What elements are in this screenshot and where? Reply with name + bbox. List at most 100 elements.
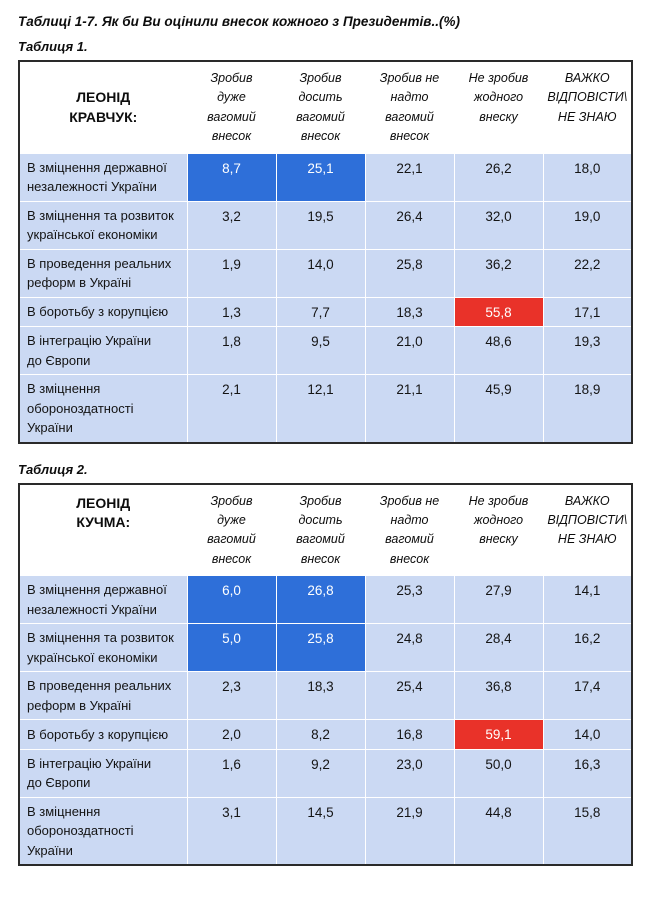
header-row: ЛЕОНІД КУЧМА: Зробив дуже вагомий внесок… [18, 483, 633, 577]
table-row: В інтеграцію України до Європи 1,6 9,2 2… [18, 748, 633, 798]
value-cell: 19,3 [542, 326, 633, 376]
row-label: В зміцнення державної незалежності Украї… [18, 575, 188, 625]
value-cell: 9,5 [275, 326, 366, 376]
row-label: В зміцнення обороноздатності України [18, 374, 188, 444]
table-subject: ЛЕОНІД КРАВЧУК: [18, 60, 188, 154]
value-cell: 18,3 [275, 671, 366, 721]
column-header: Зробив не надто вагомий внесок [364, 483, 455, 577]
value-cell: 25,4 [364, 671, 455, 721]
kuchma-table: ЛЕОНІД КУЧМА: Зробив дуже вагомий внесок… [18, 482, 633, 867]
value-cell-highlight-red: 59,1 [453, 719, 544, 750]
value-cell-highlight-red: 55,8 [453, 296, 544, 328]
column-header: ВАЖКО ВІДПОВІСТИ\ НЕ ЗНАЮ [542, 60, 633, 154]
value-cell-highlight-blue: 25,8 [275, 623, 366, 673]
value-cell: 50,0 [453, 748, 544, 798]
value-cell: 36,2 [453, 248, 544, 298]
value-cell: 17,4 [542, 671, 633, 721]
column-header: Зробив не надто вагомий внесок [364, 60, 455, 154]
value-cell: 18,9 [542, 374, 633, 444]
row-label: В зміцнення обороноздатності України [18, 796, 188, 866]
value-cell: 25,8 [364, 248, 455, 298]
table-row: В інтеграцію України до Європи 1,8 9,5 2… [18, 326, 633, 376]
value-cell: 25,3 [364, 575, 455, 625]
value-cell-highlight-blue: 25,1 [275, 152, 366, 202]
column-header: Зробив досить вагомий внесок [275, 483, 366, 577]
column-header: Зробив досить вагомий внесок [275, 60, 366, 154]
value-cell: 1,9 [186, 248, 277, 298]
column-header: Не зробив жодного внеску [453, 60, 544, 154]
table-row: В зміцнення та розвиток української екон… [18, 623, 633, 673]
value-cell: 19,5 [275, 200, 366, 250]
table2-caption: Таблиця 2. [18, 461, 88, 477]
row-label: В проведення реальних реформ в Україні [18, 248, 188, 298]
value-cell: 1,8 [186, 326, 277, 376]
table-row: В зміцнення державної незалежності Украї… [18, 152, 633, 202]
value-cell: 28,4 [453, 623, 544, 673]
row-label: В інтеграцію України до Європи [18, 326, 188, 376]
value-cell: 1,6 [186, 748, 277, 798]
row-label: В зміцнення та розвиток української екон… [18, 200, 188, 250]
value-cell: 3,1 [186, 796, 277, 866]
row-label: В зміцнення та розвиток української екон… [18, 623, 188, 673]
value-cell: 2,0 [186, 719, 277, 750]
value-cell: 3,2 [186, 200, 277, 250]
value-cell: 36,8 [453, 671, 544, 721]
page-title: Таблиці 1-7. Як би Ви оцінили внесок кож… [18, 14, 460, 29]
table-row: В зміцнення та розвиток української екон… [18, 200, 633, 250]
value-cell: 14,5 [275, 796, 366, 866]
value-cell-highlight-blue: 26,8 [275, 575, 366, 625]
value-cell: 17,1 [542, 296, 633, 328]
column-header: ВАЖКО ВІДПОВІСТИ\ НЕ ЗНАЮ [542, 483, 633, 577]
row-label: В боротьбу з корупцією [18, 719, 188, 750]
kravchuk-table: ЛЕОНІД КРАВЧУК: Зробив дуже вагомий внес… [18, 60, 633, 444]
value-cell: 2,3 [186, 671, 277, 721]
value-cell: 45,9 [453, 374, 544, 444]
row-label: В інтеграцію України до Європи [18, 748, 188, 798]
row-label: В боротьбу з корупцією [18, 296, 188, 328]
value-cell: 32,0 [453, 200, 544, 250]
value-cell: 21,0 [364, 326, 455, 376]
value-cell: 44,8 [453, 796, 544, 866]
table-row: В боротьбу з корупцією 1,3 7,7 18,3 55,8… [18, 296, 633, 328]
table-block-kuchma: Таблиця 2. ЛЕОНІД КУЧМА: Зробив дуже ваг… [18, 461, 633, 867]
value-cell: 12,1 [275, 374, 366, 444]
value-cell: 22,1 [364, 152, 455, 202]
value-cell-highlight-blue: 8,7 [186, 152, 277, 202]
value-cell: 9,2 [275, 748, 366, 798]
table-row: В боротьбу з корупцією 2,0 8,2 16,8 59,1… [18, 719, 633, 750]
column-header: Не зробив жодного внеску [453, 483, 544, 577]
value-cell: 18,0 [542, 152, 633, 202]
table-subject: ЛЕОНІД КУЧМА: [18, 483, 188, 577]
header-row: ЛЕОНІД КРАВЧУК: Зробив дуже вагомий внес… [18, 60, 633, 154]
value-cell-highlight-blue: 6,0 [186, 575, 277, 625]
table-row: В проведення реальних реформ в Україні 1… [18, 248, 633, 298]
table-row: В проведення реальних реформ в Україні 2… [18, 671, 633, 721]
value-cell: 22,2 [542, 248, 633, 298]
table-block-kravchuk: Таблиця 1. ЛЕОНІД КРАВЧУК: Зробив дуже в… [18, 39, 633, 444]
value-cell: 21,1 [364, 374, 455, 444]
value-cell: 27,9 [453, 575, 544, 625]
value-cell: 8,2 [275, 719, 366, 750]
table-row: В зміцнення державної незалежності Украї… [18, 575, 633, 625]
value-cell: 14,0 [275, 248, 366, 298]
value-cell: 16,3 [542, 748, 633, 798]
value-cell-highlight-blue: 5,0 [186, 623, 277, 673]
value-cell: 1,3 [186, 296, 277, 328]
row-label: В проведення реальних реформ в Україні [18, 671, 188, 721]
column-header: Зробив дуже вагомий внесок [186, 60, 277, 154]
table-row: В зміцнення обороноздатності України 2,1… [18, 374, 633, 444]
value-cell: 16,8 [364, 719, 455, 750]
value-cell: 23,0 [364, 748, 455, 798]
value-cell: 26,4 [364, 200, 455, 250]
value-cell: 2,1 [186, 374, 277, 444]
row-label: В зміцнення державної незалежності Украї… [18, 152, 188, 202]
value-cell: 21,9 [364, 796, 455, 866]
column-header: Зробив дуже вагомий внесок [186, 483, 277, 577]
value-cell: 14,0 [542, 719, 633, 750]
table-row: В зміцнення обороноздатності України 3,1… [18, 796, 633, 866]
value-cell: 48,6 [453, 326, 544, 376]
value-cell: 15,8 [542, 796, 633, 866]
value-cell: 7,7 [275, 296, 366, 328]
value-cell: 26,2 [453, 152, 544, 202]
